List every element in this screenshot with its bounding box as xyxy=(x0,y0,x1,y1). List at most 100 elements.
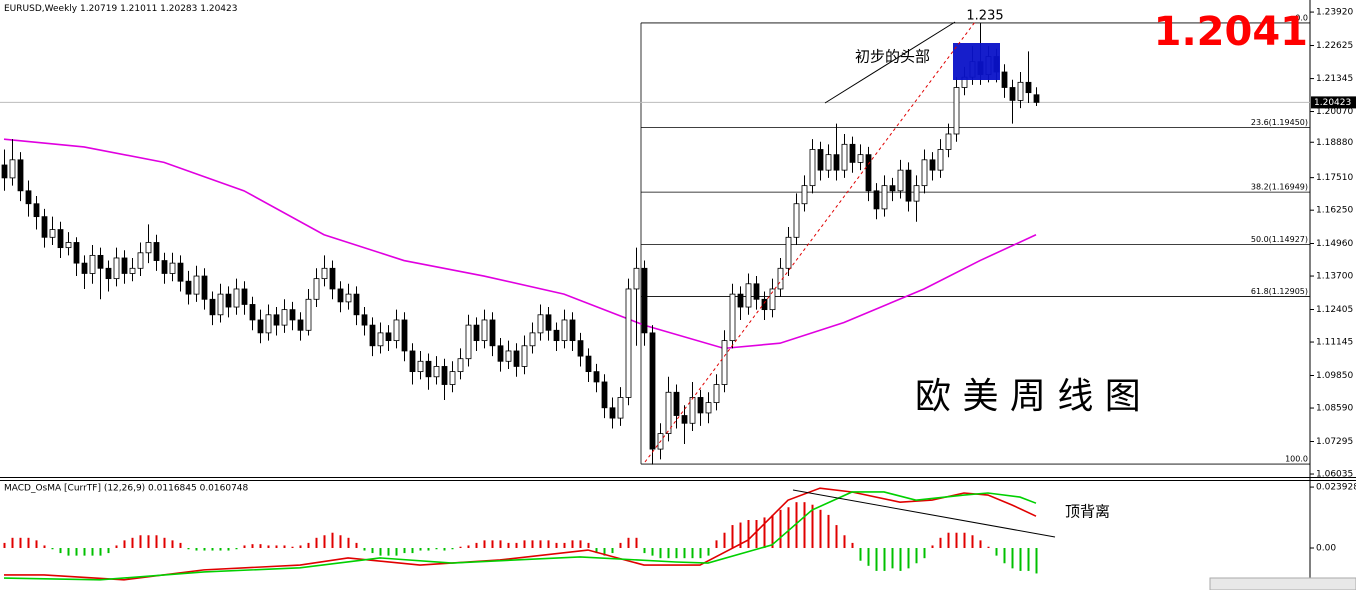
current-price-box xyxy=(1311,96,1356,109)
candle-body xyxy=(217,293,224,316)
candle-body xyxy=(537,314,544,334)
candle-body xyxy=(809,149,816,187)
chart-name: 欧 美 周 线 图 xyxy=(915,376,1141,417)
candle-body xyxy=(721,340,728,385)
current-price-label: 1.20423 xyxy=(1314,98,1351,108)
candle-body xyxy=(409,350,416,373)
candle-body xyxy=(817,149,824,171)
candle-body xyxy=(729,293,736,342)
candle-body xyxy=(457,358,464,373)
candle-body xyxy=(345,293,352,303)
candle-body xyxy=(529,332,536,347)
candle-body xyxy=(841,143,848,171)
candle-body xyxy=(585,355,592,373)
candle-body xyxy=(1033,94,1040,103)
candle-body xyxy=(673,391,680,416)
close: 1.20423 xyxy=(200,4,237,14)
candle-body xyxy=(505,350,512,362)
candle-body xyxy=(281,309,288,326)
candle-body xyxy=(489,319,496,347)
macd-line xyxy=(3,491,1037,581)
fib-label: 50.0(1.14927) xyxy=(1251,235,1308,244)
candle-body xyxy=(297,319,304,331)
candle-body xyxy=(897,169,904,192)
y2-tick-label: 0.00 xyxy=(1316,543,1336,553)
candle-body xyxy=(17,159,24,192)
candle-body xyxy=(745,283,752,308)
candle-body xyxy=(881,185,888,210)
candle-body xyxy=(377,332,384,347)
candle-body xyxy=(945,133,952,150)
candle-body xyxy=(249,304,256,321)
y-tick-label: 1.21345 xyxy=(1316,74,1353,84)
candle-body xyxy=(481,319,488,342)
candle-body xyxy=(921,159,928,187)
y-tick-label: 1.06035 xyxy=(1316,470,1353,480)
candle-body xyxy=(889,185,896,192)
candle-body xyxy=(705,402,712,414)
candle-body xyxy=(689,397,696,424)
candle-body xyxy=(65,242,72,249)
candle-body xyxy=(785,236,792,269)
candle-body xyxy=(593,371,600,383)
candle-body xyxy=(113,257,120,280)
candle-body xyxy=(401,319,408,352)
candle-body xyxy=(105,267,112,280)
candle-body xyxy=(441,366,448,385)
candle-body xyxy=(825,154,832,171)
candle-body xyxy=(553,329,560,342)
candle-body xyxy=(449,371,456,385)
candle-body xyxy=(153,242,160,261)
fib-label: 38.2(1.16949) xyxy=(1251,183,1308,192)
candle-body xyxy=(913,185,920,202)
candle-body xyxy=(329,267,336,290)
candle-body xyxy=(313,278,320,300)
candle-body xyxy=(337,288,344,303)
candle-body xyxy=(713,384,720,404)
candle-body xyxy=(73,242,80,264)
y-tick-label: 1.16250 xyxy=(1316,206,1353,216)
fib-label: 0.0 xyxy=(1295,13,1308,22)
divergence-label: 顶背离 xyxy=(1065,503,1110,521)
y-tick-label: 1.08590 xyxy=(1316,404,1353,414)
candle-body xyxy=(561,319,568,342)
candle-body xyxy=(929,159,936,171)
y-tick-label: 1.20070 xyxy=(1316,107,1353,117)
candle-body xyxy=(57,229,64,249)
candle-body xyxy=(257,319,264,334)
trend-line xyxy=(644,21,976,463)
candle-body xyxy=(697,397,704,414)
candle-body xyxy=(177,262,184,282)
candle-body xyxy=(873,190,880,210)
y-tick-label: 1.12405 xyxy=(1316,305,1353,315)
candle-body xyxy=(513,350,520,367)
fib-label: 61.8(1.12905) xyxy=(1251,287,1308,296)
candle-body xyxy=(417,360,424,373)
candle-body xyxy=(953,87,960,135)
candle-body xyxy=(433,366,440,378)
candle-body xyxy=(937,149,944,171)
candle-body xyxy=(361,314,368,326)
candle-body xyxy=(185,280,192,295)
macd-panel: 0.023928 0.00 xyxy=(3,483,1356,581)
candle-body xyxy=(625,288,632,398)
highlight-box xyxy=(953,43,1000,80)
toolbar[interactable] xyxy=(1209,577,1356,590)
candle-body xyxy=(465,324,472,360)
candle-body xyxy=(25,190,32,205)
price-panel: 1.23920 1.22625 1.21345 1.20070 1.18880 1.175… xyxy=(0,8,1356,480)
candle-body xyxy=(641,267,648,334)
candle-body xyxy=(1009,87,1016,101)
y-tick-label: 1.18880 xyxy=(1316,138,1353,148)
low: 1.20283 xyxy=(160,4,197,14)
candle-body xyxy=(753,283,760,300)
candle-body xyxy=(905,169,912,202)
candle-body xyxy=(865,154,872,192)
candle-body xyxy=(737,293,744,308)
candle-body xyxy=(273,314,280,326)
candle-body xyxy=(81,262,88,274)
candle-body xyxy=(241,288,248,305)
candle-body xyxy=(289,309,296,321)
candle-body xyxy=(89,254,96,274)
